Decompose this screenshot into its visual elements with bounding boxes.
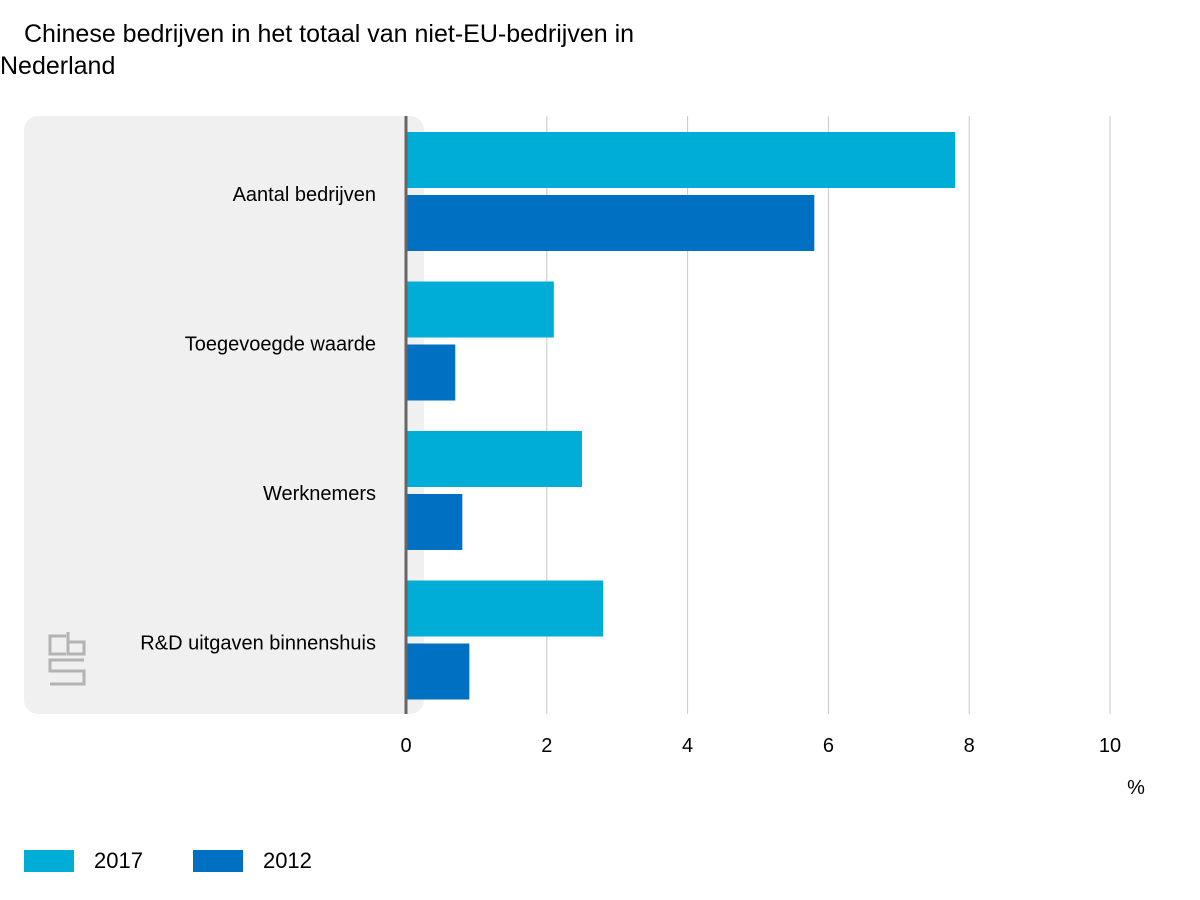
bar-2017 xyxy=(406,132,956,188)
bar-2017 xyxy=(406,281,554,338)
category-label: Toegevoegde waarde xyxy=(185,334,376,356)
legend-item: 2017 xyxy=(24,848,143,874)
bar-2012 xyxy=(406,643,470,700)
bars xyxy=(406,132,956,700)
bar-2012 xyxy=(406,494,463,550)
legend-item: 2012 xyxy=(192,848,312,874)
x-tick-labels: 0 2 4 6 8 10 xyxy=(400,735,1121,757)
bar-2012 xyxy=(406,195,815,251)
category-label: Aantal bedrijven xyxy=(233,184,376,206)
chart-title: Chinese bedrijven in het totaal van niet… xyxy=(0,20,635,80)
category-label: R&D uitgaven binnenshuis xyxy=(140,633,376,655)
bar-2017 xyxy=(406,431,582,487)
x-axis-unit: % xyxy=(1127,777,1145,799)
x-tick-label: 8 xyxy=(964,735,975,757)
label-panel xyxy=(24,116,424,714)
cbs-logo-icon xyxy=(48,632,86,686)
x-tick-label: 10 xyxy=(1099,735,1121,757)
category-label: Werknemers xyxy=(263,483,376,505)
bar-2012 xyxy=(406,344,456,401)
x-tick-label: 2 xyxy=(541,735,552,757)
x-tick-label: 6 xyxy=(823,735,834,757)
legend-swatch xyxy=(24,850,74,872)
bar-2017 xyxy=(406,580,604,637)
legend-label: 2017 xyxy=(94,848,143,873)
x-tick-label: 4 xyxy=(682,735,693,757)
legend-swatch xyxy=(192,850,243,872)
legend: 2017 2012 xyxy=(24,848,362,874)
legend-label: 2012 xyxy=(262,848,312,873)
x-tick-label: 0 xyxy=(400,735,411,757)
category-labels: Aantal bedrijven Toegevoegde waarde Werkne… xyxy=(140,184,376,655)
